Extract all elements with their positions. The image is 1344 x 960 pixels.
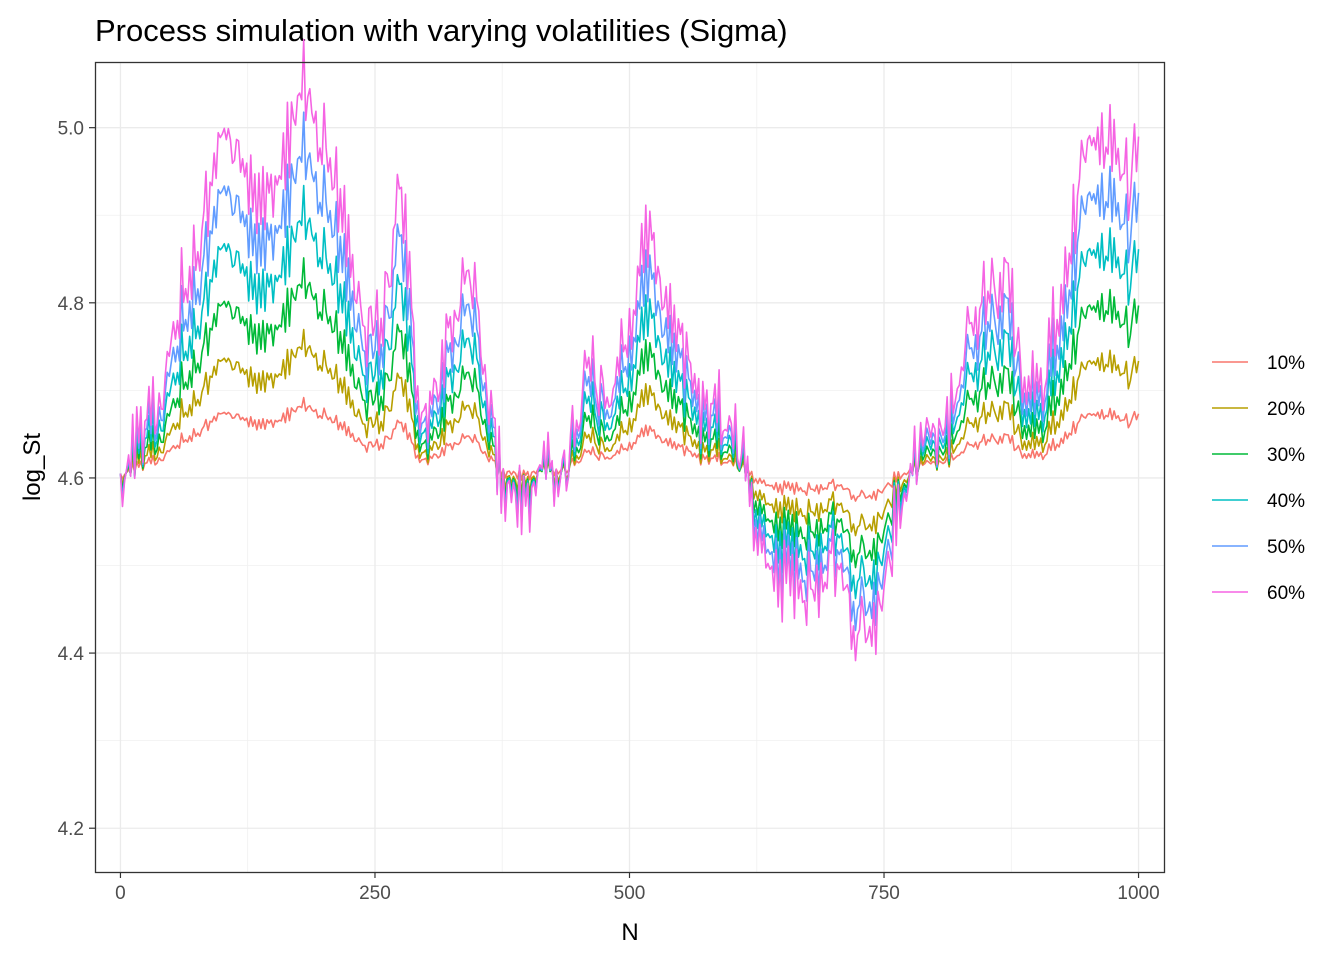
x-tick-label: 250 — [359, 883, 391, 904]
x-tick-label: 0 — [115, 883, 126, 904]
grid-major — [95, 62, 1164, 872]
series-line-30-pct — [119, 257, 1140, 569]
x-tick-label: 1000 — [1117, 883, 1159, 904]
y-axis: 4.2 4.4 4.6 4.8 5.0 — [58, 119, 95, 840]
legend: 10% 20% 30% 40% 50% 60% — [1212, 353, 1305, 604]
y-tick-label: 5.0 — [58, 119, 84, 140]
x-axis-title: N — [621, 919, 638, 946]
x-tick-label: 750 — [868, 883, 900, 904]
y-tick-label: 4.4 — [58, 644, 85, 665]
legend-label-50-pct: 50% — [1267, 537, 1305, 558]
chart-title: Process simulation with varying volatili… — [95, 13, 788, 48]
legend-label-60-pct: 60% — [1267, 583, 1305, 604]
legend-label-20-pct: 20% — [1267, 399, 1305, 420]
legend-label-10-pct: 10% — [1267, 353, 1305, 374]
series-layer — [119, 38, 1140, 662]
series-line-20-pct — [119, 328, 1140, 537]
y-tick-label: 4.2 — [58, 819, 84, 840]
y-axis-title: log_St — [19, 433, 46, 501]
legend-label-40-pct: 40% — [1267, 491, 1305, 512]
x-tick-label: 500 — [614, 883, 646, 904]
legend-label-30-pct: 30% — [1267, 445, 1305, 466]
y-tick-label: 4.6 — [58, 469, 84, 490]
y-tick-label: 4.8 — [58, 294, 84, 315]
x-axis: 0 250 500 750 1000 — [115, 872, 1160, 904]
series-line-50-pct — [119, 111, 1140, 632]
series-line-10-pct — [119, 396, 1140, 502]
series-line-60-pct — [119, 38, 1140, 662]
series-line-40-pct — [119, 184, 1140, 600]
